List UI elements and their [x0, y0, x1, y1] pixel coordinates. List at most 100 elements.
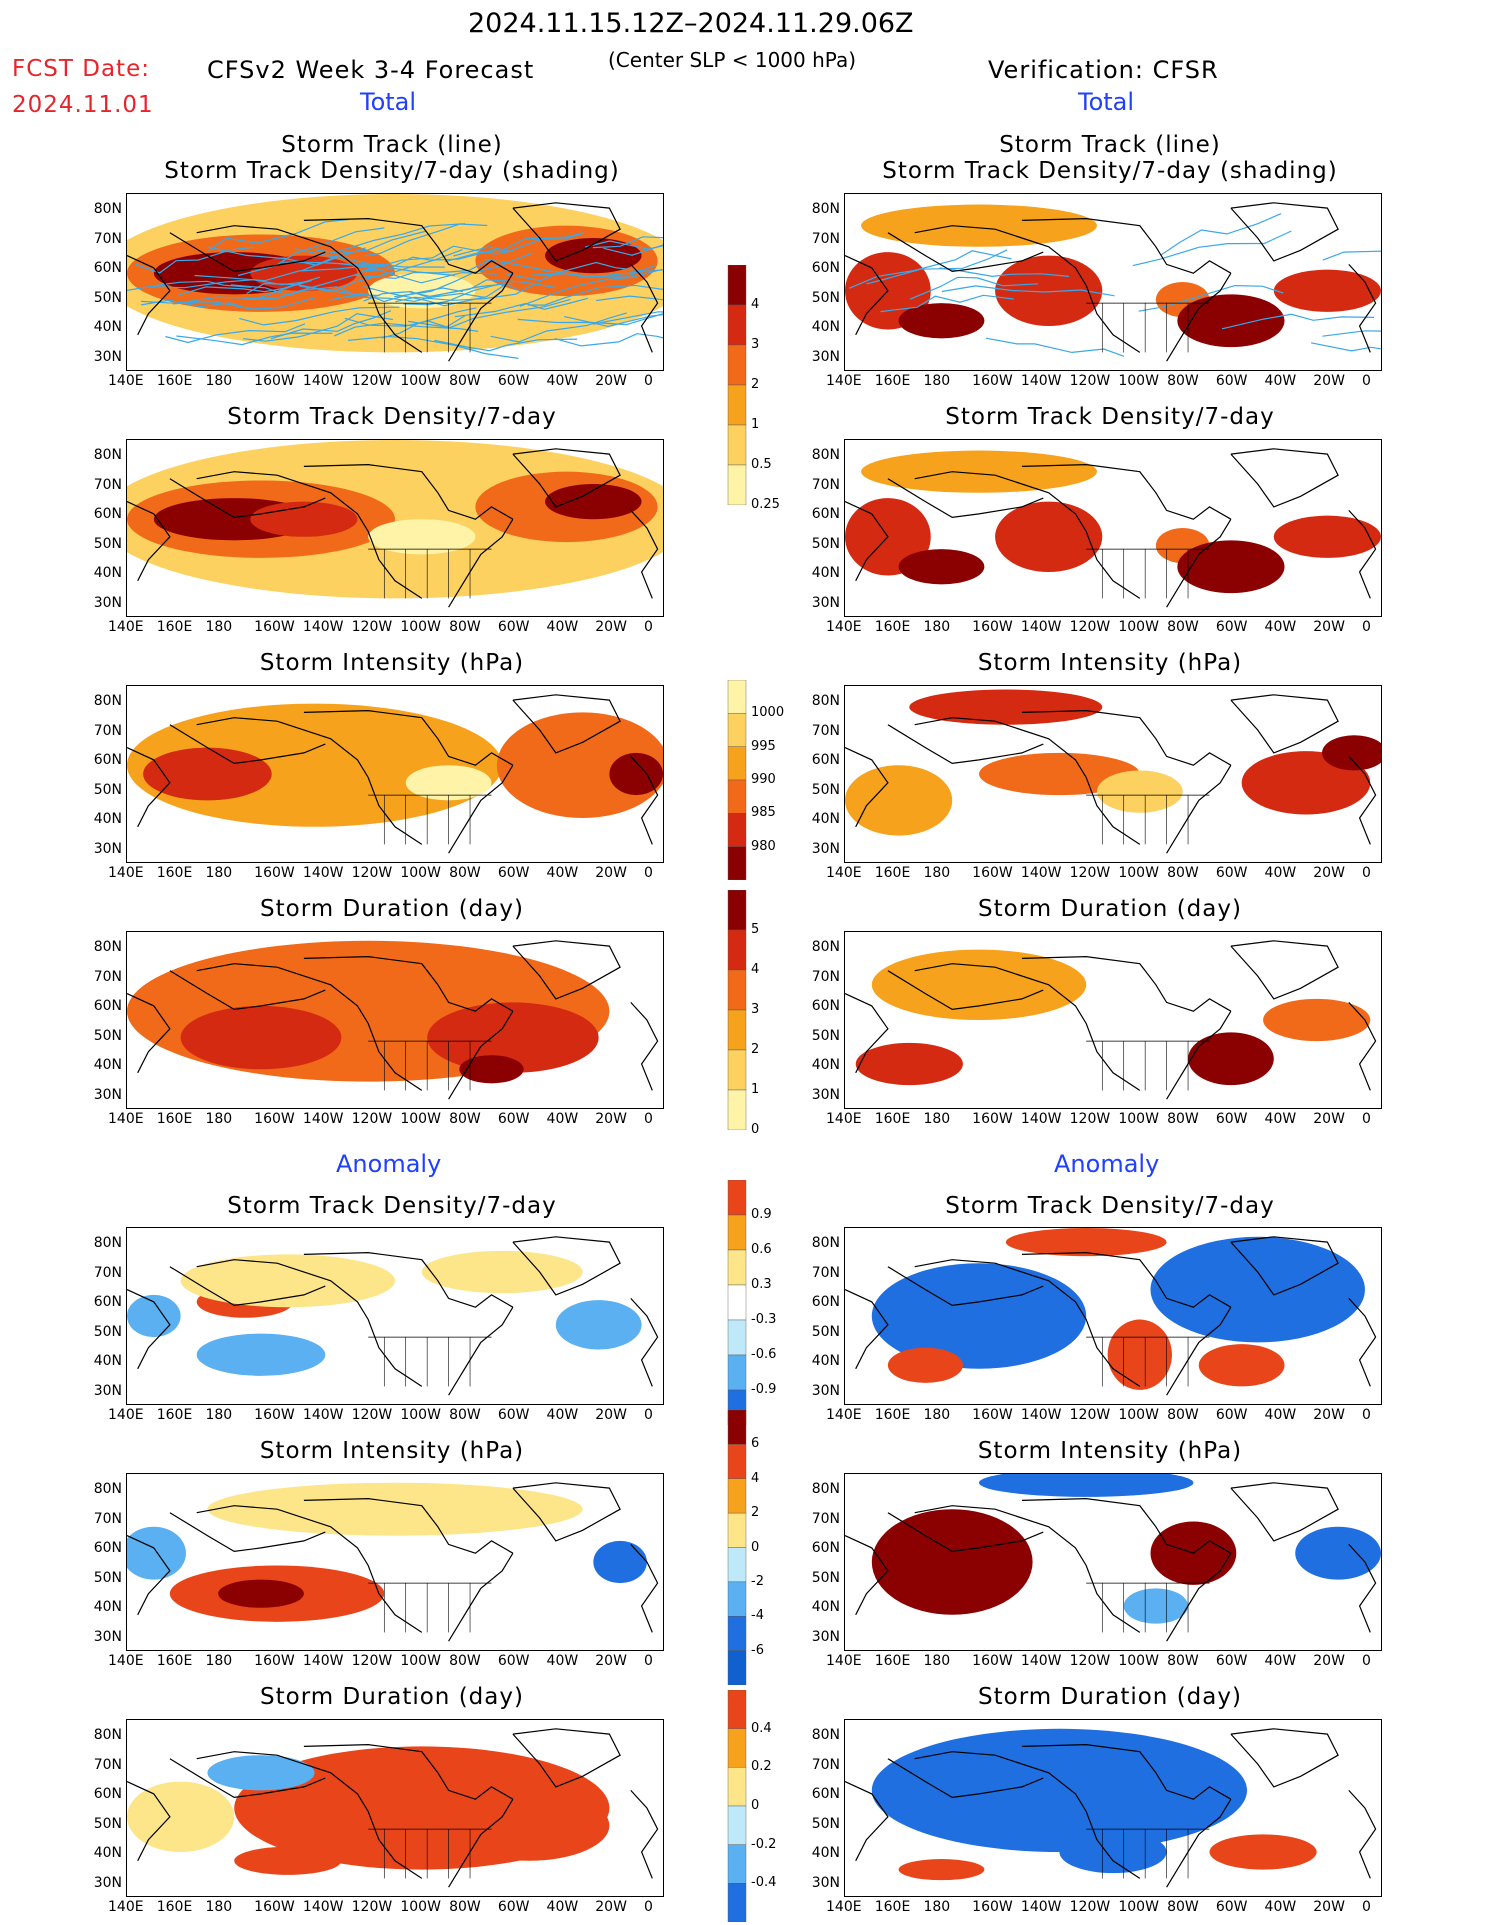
- colorbar-label: 5: [751, 922, 760, 937]
- lat-tick-label: 80N: [93, 447, 122, 463]
- lat-tick-label: 60N: [811, 1294, 840, 1310]
- shaded-region: [448, 1790, 610, 1861]
- coastline: [845, 993, 889, 1074]
- lat-tick-label: 50N: [811, 1569, 840, 1586]
- lat-tick-label: 80N: [811, 1727, 840, 1743]
- lon-tick-label: 120W: [351, 373, 393, 389]
- coastline: [630, 755, 659, 845]
- coastline: [127, 1535, 171, 1616]
- coastline: [845, 1535, 889, 1616]
- coastline: [630, 1543, 659, 1633]
- map-panel-cfsr-row7: [844, 1719, 1382, 1897]
- colorbar-label: -0.6: [751, 1347, 777, 1362]
- storm-track-line: [340, 263, 498, 284]
- colorbar-label: 6: [751, 1436, 760, 1452]
- lon-tick-label: 180: [923, 1407, 951, 1423]
- lon-tick-label: 160W: [972, 1899, 1013, 1915]
- map-field: [845, 940, 1377, 1100]
- title-track-shading-right: Storm Track Density/7-day (shading): [882, 158, 1338, 184]
- lon-tick-label: 160E: [156, 619, 193, 635]
- lon-tick-label: 0: [1362, 1111, 1371, 1127]
- colorbar-swatch: [727, 464, 747, 505]
- colorbar-label: 0.6: [751, 1242, 772, 1257]
- lon-tick-label: 120W: [351, 1111, 393, 1127]
- coastline: [630, 1001, 659, 1091]
- lat-tick-label: 80N: [811, 447, 840, 463]
- storm-track-line: [1138, 284, 1284, 312]
- colorbar-swatch: [727, 1883, 747, 1922]
- colorbar-anom-density: [727, 1180, 747, 1425]
- lon-tick-label: 120W: [1069, 865, 1111, 881]
- coastline: [127, 993, 171, 1074]
- lon-tick-label: 140W: [1020, 1653, 1062, 1669]
- lon-tick-label: 80W: [1167, 373, 1199, 389]
- lat-tick-label: 80N: [811, 1235, 840, 1251]
- map-field: [845, 202, 1381, 362]
- lat-tick-label: 30N: [93, 840, 122, 857]
- colorbar-label: 980: [751, 838, 776, 854]
- storm-track-line: [315, 223, 466, 254]
- lon-tick-label: 0: [644, 619, 653, 635]
- coastline: [169, 232, 326, 273]
- lon-tick-label: 180: [923, 865, 951, 881]
- lat-tick-label: 70N: [811, 1756, 840, 1773]
- lon-tick-label: 60W: [1215, 1899, 1248, 1915]
- lon-tick-label: 100W: [1118, 1111, 1159, 1127]
- coastline: [914, 471, 1141, 599]
- colorbar-label: 0.4: [751, 1720, 772, 1736]
- coastline: [448, 272, 514, 362]
- lat-tick-label: 60N: [93, 260, 122, 276]
- lon-tick-label: 180: [205, 373, 233, 389]
- lon-tick-label: 140W: [1020, 1407, 1062, 1423]
- colorbar-label: 0.9: [751, 1207, 772, 1222]
- lon-tick-label: 120W: [351, 1653, 393, 1669]
- lon-tick-label: 160W: [254, 865, 295, 881]
- title-density-left: Storm Track Density/7-day: [227, 404, 557, 430]
- map-field: [127, 694, 663, 854]
- storm-track-line: [208, 218, 349, 251]
- coastline: [1348, 1789, 1377, 1879]
- lon-tick-label: 120W: [351, 1899, 393, 1915]
- storm-track-line: [1322, 330, 1381, 337]
- lon-tick-label: 180: [205, 1653, 233, 1669]
- colorbar-swatch: [727, 344, 747, 386]
- coastline: [887, 1266, 1044, 1307]
- lat-tick-label: 80N: [93, 1235, 122, 1251]
- coastline: [1230, 940, 1339, 1000]
- map-panel-forecast-row7: [126, 1719, 664, 1897]
- lat-tick-label: 80N: [811, 693, 840, 709]
- lon-tick-label: 0: [1362, 1407, 1371, 1423]
- lat-tick-label: 60N: [93, 1786, 122, 1802]
- lon-tick-label: 160E: [874, 865, 911, 881]
- lon-tick-label: 40W: [1264, 373, 1297, 389]
- colorbar-swatch: [727, 424, 747, 466]
- colorbar-swatch: [727, 1009, 747, 1051]
- storm-track-line: [194, 264, 376, 282]
- colorbar-swatch: [727, 384, 747, 426]
- coastline: [1166, 1306, 1232, 1396]
- lon-tick-label: 140W: [302, 1899, 344, 1915]
- map-field: [845, 1728, 1377, 1888]
- map-panel-cfsr-row5: [844, 1227, 1382, 1405]
- colorbar-duration: [727, 890, 747, 1130]
- coastline: [512, 694, 621, 754]
- lon-tick-label: 60W: [1215, 373, 1248, 389]
- coastline: [1021, 1497, 1232, 1554]
- shaded-region: [1107, 1319, 1172, 1390]
- lon-tick-label: 120W: [351, 865, 393, 881]
- lat-tick-label: 50N: [811, 781, 840, 798]
- lat-tick-label: 50N: [93, 1815, 122, 1832]
- lat-tick-label: 50N: [811, 1027, 840, 1044]
- coastline: [914, 963, 1141, 1091]
- lat-tick-label: 60N: [811, 998, 840, 1014]
- title-track-shading-left: Storm Track Density/7-day (shading): [164, 158, 620, 184]
- storm-track-line: [408, 298, 571, 329]
- coastline: [196, 717, 423, 845]
- lat-tick-label: 60N: [811, 260, 840, 276]
- map-field: [127, 940, 659, 1100]
- storm-track-line: [360, 248, 500, 272]
- shaded-region: [555, 1300, 642, 1350]
- lon-tick-label: 60W: [1215, 865, 1248, 881]
- colorbar-label: 1: [751, 1082, 760, 1097]
- coastline: [1166, 764, 1232, 854]
